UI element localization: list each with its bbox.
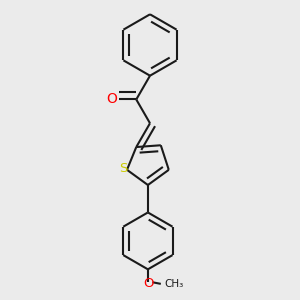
Text: O: O [106,92,117,106]
Text: O: O [143,277,154,290]
Text: S: S [120,162,128,175]
Text: CH₃: CH₃ [164,279,184,289]
